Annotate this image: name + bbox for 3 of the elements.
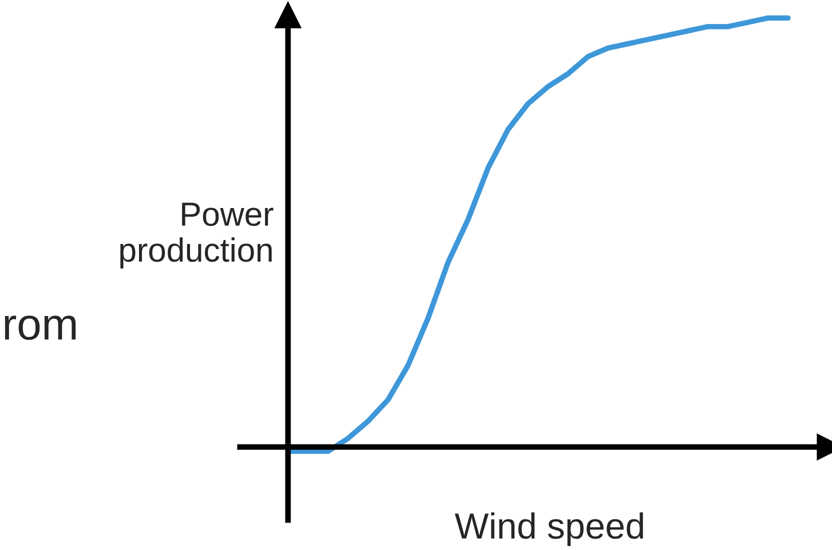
text: rom (4, 316, 76, 340)
x-axis-title: Wind speed (454, 512, 644, 546)
y-axis-title: Power production (120, 202, 274, 268)
